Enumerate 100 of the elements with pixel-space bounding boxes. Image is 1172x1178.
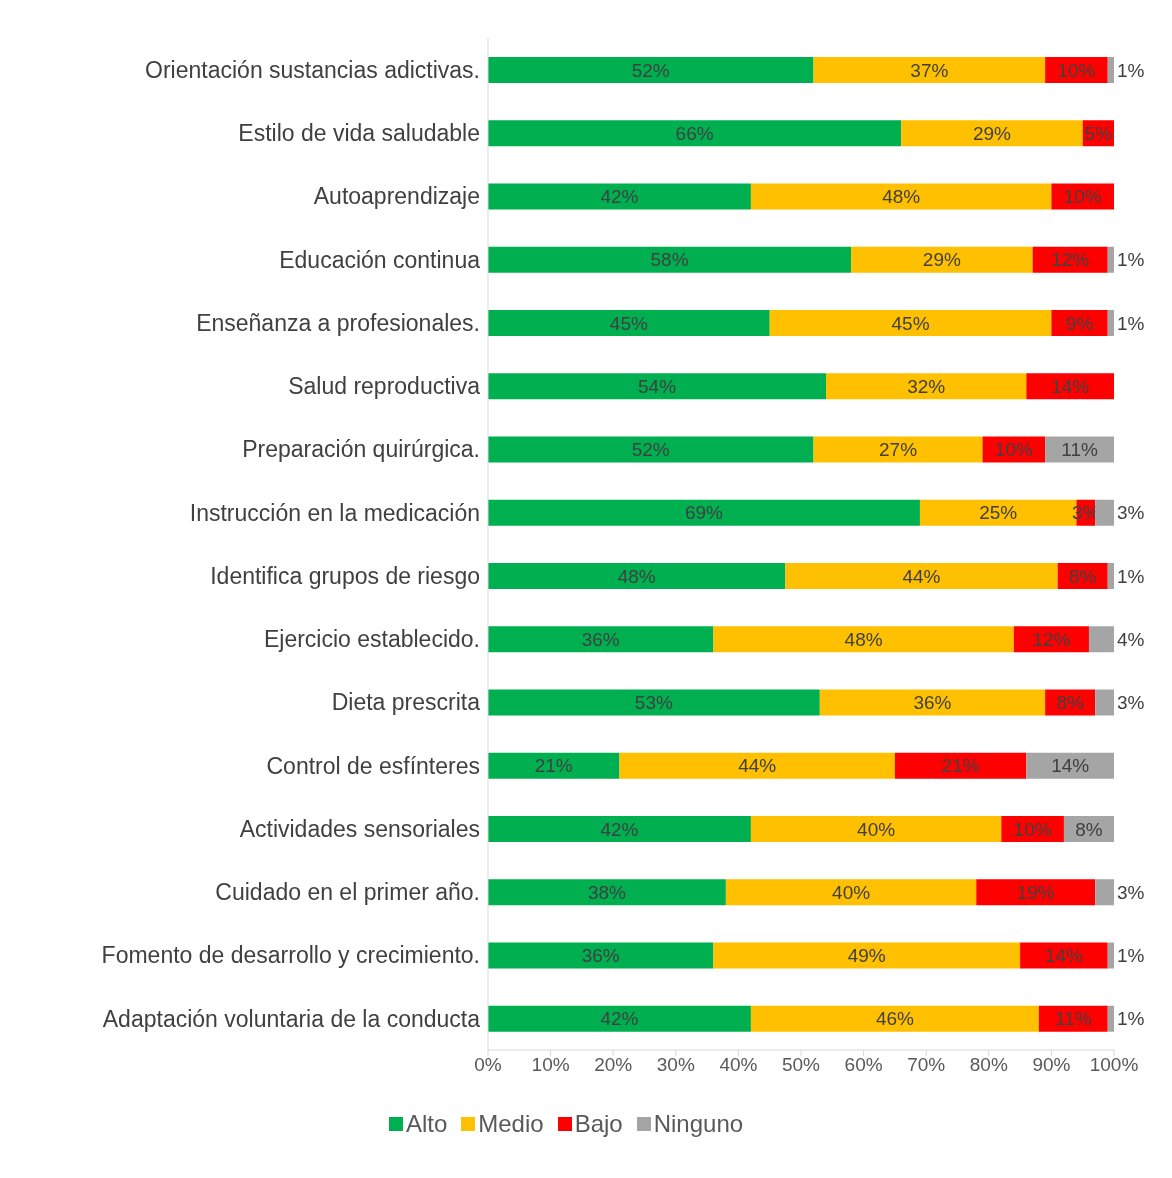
data-label: 29% [922, 249, 961, 271]
bar [488, 1005, 751, 1032]
x-tick-label: 0% [474, 1054, 502, 1076]
data-label: 37% [910, 59, 949, 81]
data-label: 58% [650, 249, 689, 271]
bar [488, 499, 920, 526]
legend-label: Ninguno [653, 1110, 744, 1138]
bar [488, 879, 726, 906]
data-label: 44% [902, 565, 941, 587]
bar [488, 373, 827, 400]
data-label: 42% [600, 818, 639, 840]
y-tick-label: Salud reproductiva [288, 373, 481, 400]
y-tick-label: Actividades sensoriales [239, 815, 480, 842]
bar [1107, 57, 1114, 83]
bar [488, 626, 714, 653]
data-label: 52% [631, 59, 670, 81]
x-tick-label: 20% [594, 1054, 633, 1076]
data-label: 1% [1117, 1008, 1145, 1030]
bar [488, 752, 620, 779]
data-label: 19% [1016, 881, 1055, 903]
data-label: 36% [581, 945, 620, 966]
bar [1095, 499, 1114, 526]
data-label: 10% [1063, 186, 1102, 207]
legend-label: Alto [405, 1110, 448, 1138]
bar [1095, 879, 1114, 906]
data-label: 14% [1051, 375, 1090, 397]
data-label: 40% [832, 881, 871, 903]
x-tick-label: 80% [969, 1054, 1008, 1076]
data-label: 48% [844, 628, 883, 650]
data-label: 36% [913, 692, 952, 713]
bar [901, 120, 1083, 147]
bar [488, 563, 786, 589]
bar [713, 626, 1014, 653]
bar [894, 752, 1027, 779]
bar [826, 373, 1027, 400]
data-label: 38% [587, 881, 627, 903]
data-label: 5% [1084, 122, 1113, 144]
bar [488, 57, 814, 83]
data-label: 11% [1061, 439, 1098, 460]
bar [1107, 1005, 1114, 1032]
bar [785, 563, 1058, 589]
data-label: 29% [972, 122, 1012, 144]
y-tick-label: Dieta prescrita [331, 689, 481, 716]
data-label: 42% [600, 1008, 639, 1030]
bar [813, 436, 983, 463]
data-label: 1% [1117, 565, 1145, 587]
bar [488, 120, 902, 147]
bar [1026, 373, 1114, 400]
data-label: 52% [631, 439, 670, 460]
bar [1088, 626, 1114, 653]
data-label: 27% [879, 439, 918, 460]
bar [851, 246, 1033, 273]
x-tick-label: 50% [781, 1054, 821, 1076]
x-tick-label: 100% [1089, 1054, 1139, 1076]
data-label: 1% [1117, 945, 1145, 966]
y-tick-label: Autoaprendizaje [313, 183, 480, 210]
bar [488, 183, 751, 210]
y-tick-label: Ejercicio establecido. [263, 626, 480, 653]
data-label: 1% [1117, 59, 1145, 81]
data-label: 40% [857, 818, 896, 840]
x-tick-label: 70% [907, 1054, 946, 1076]
bar [488, 816, 751, 842]
data-label: 12% [1051, 249, 1090, 271]
bar [488, 246, 852, 273]
data-label: 21% [941, 755, 980, 777]
y-tick-label: Orientación sustancias adictivas. [145, 56, 480, 83]
data-label: 8% [1056, 692, 1085, 713]
x-tick-label: 10% [531, 1054, 570, 1076]
data-label: 14% [1044, 945, 1084, 966]
bar [976, 879, 1096, 906]
y-tick-label: Instrucción en la medicación [189, 499, 480, 526]
data-label: 12% [1032, 628, 1071, 650]
data-label: 48% [882, 186, 921, 207]
data-label: 21% [534, 755, 573, 777]
data-label: 14% [1051, 755, 1090, 777]
bar [1026, 752, 1114, 779]
x-tick-label: 90% [1032, 1054, 1071, 1076]
data-label: 69% [684, 502, 724, 524]
data-label: 3% [1117, 881, 1145, 903]
y-tick-label: Preparación quirúrgica. [242, 436, 480, 463]
data-label: 44% [738, 755, 777, 777]
data-label: 1% [1117, 249, 1145, 271]
data-label: 45% [891, 312, 930, 334]
bar [819, 689, 1046, 716]
x-tick-label: 60% [844, 1054, 883, 1076]
data-label: 10% [1013, 818, 1052, 840]
data-label: 54% [638, 375, 677, 397]
bar [1107, 563, 1114, 589]
data-label: 1% [1117, 312, 1145, 334]
bar [750, 1005, 1039, 1032]
y-tick-label: Educación continua [279, 246, 481, 273]
bar [769, 310, 1052, 336]
bar [1107, 942, 1114, 969]
data-label: 45% [609, 312, 648, 334]
bar [750, 816, 1002, 842]
data-label: 32% [907, 375, 946, 397]
data-label: 36% [581, 628, 620, 650]
data-label: 46% [875, 1008, 915, 1030]
data-label: 3% [1117, 502, 1145, 524]
bar [750, 183, 1052, 210]
